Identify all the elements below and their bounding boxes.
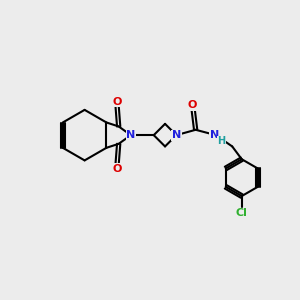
Text: H: H: [217, 136, 225, 146]
Text: O: O: [112, 164, 122, 173]
Text: N: N: [126, 130, 136, 140]
Text: Cl: Cl: [236, 208, 248, 218]
Text: O: O: [188, 100, 197, 110]
Text: N: N: [172, 130, 181, 140]
Text: O: O: [112, 97, 122, 107]
Text: N: N: [210, 130, 219, 140]
